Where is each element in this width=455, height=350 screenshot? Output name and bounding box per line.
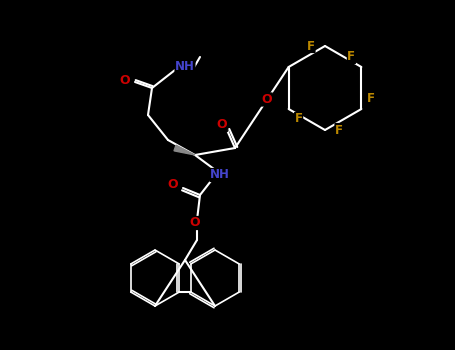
Text: NH: NH: [210, 168, 230, 182]
Text: O: O: [168, 178, 178, 191]
Text: O: O: [262, 93, 272, 106]
Text: O: O: [120, 74, 130, 86]
Text: F: F: [367, 92, 375, 105]
Polygon shape: [174, 145, 195, 155]
Text: NH: NH: [175, 61, 195, 74]
Text: F: F: [335, 124, 343, 136]
Text: O: O: [190, 217, 200, 230]
Text: F: F: [307, 40, 315, 52]
Text: O: O: [217, 119, 228, 132]
Text: F: F: [347, 50, 355, 63]
Text: F: F: [295, 112, 303, 126]
